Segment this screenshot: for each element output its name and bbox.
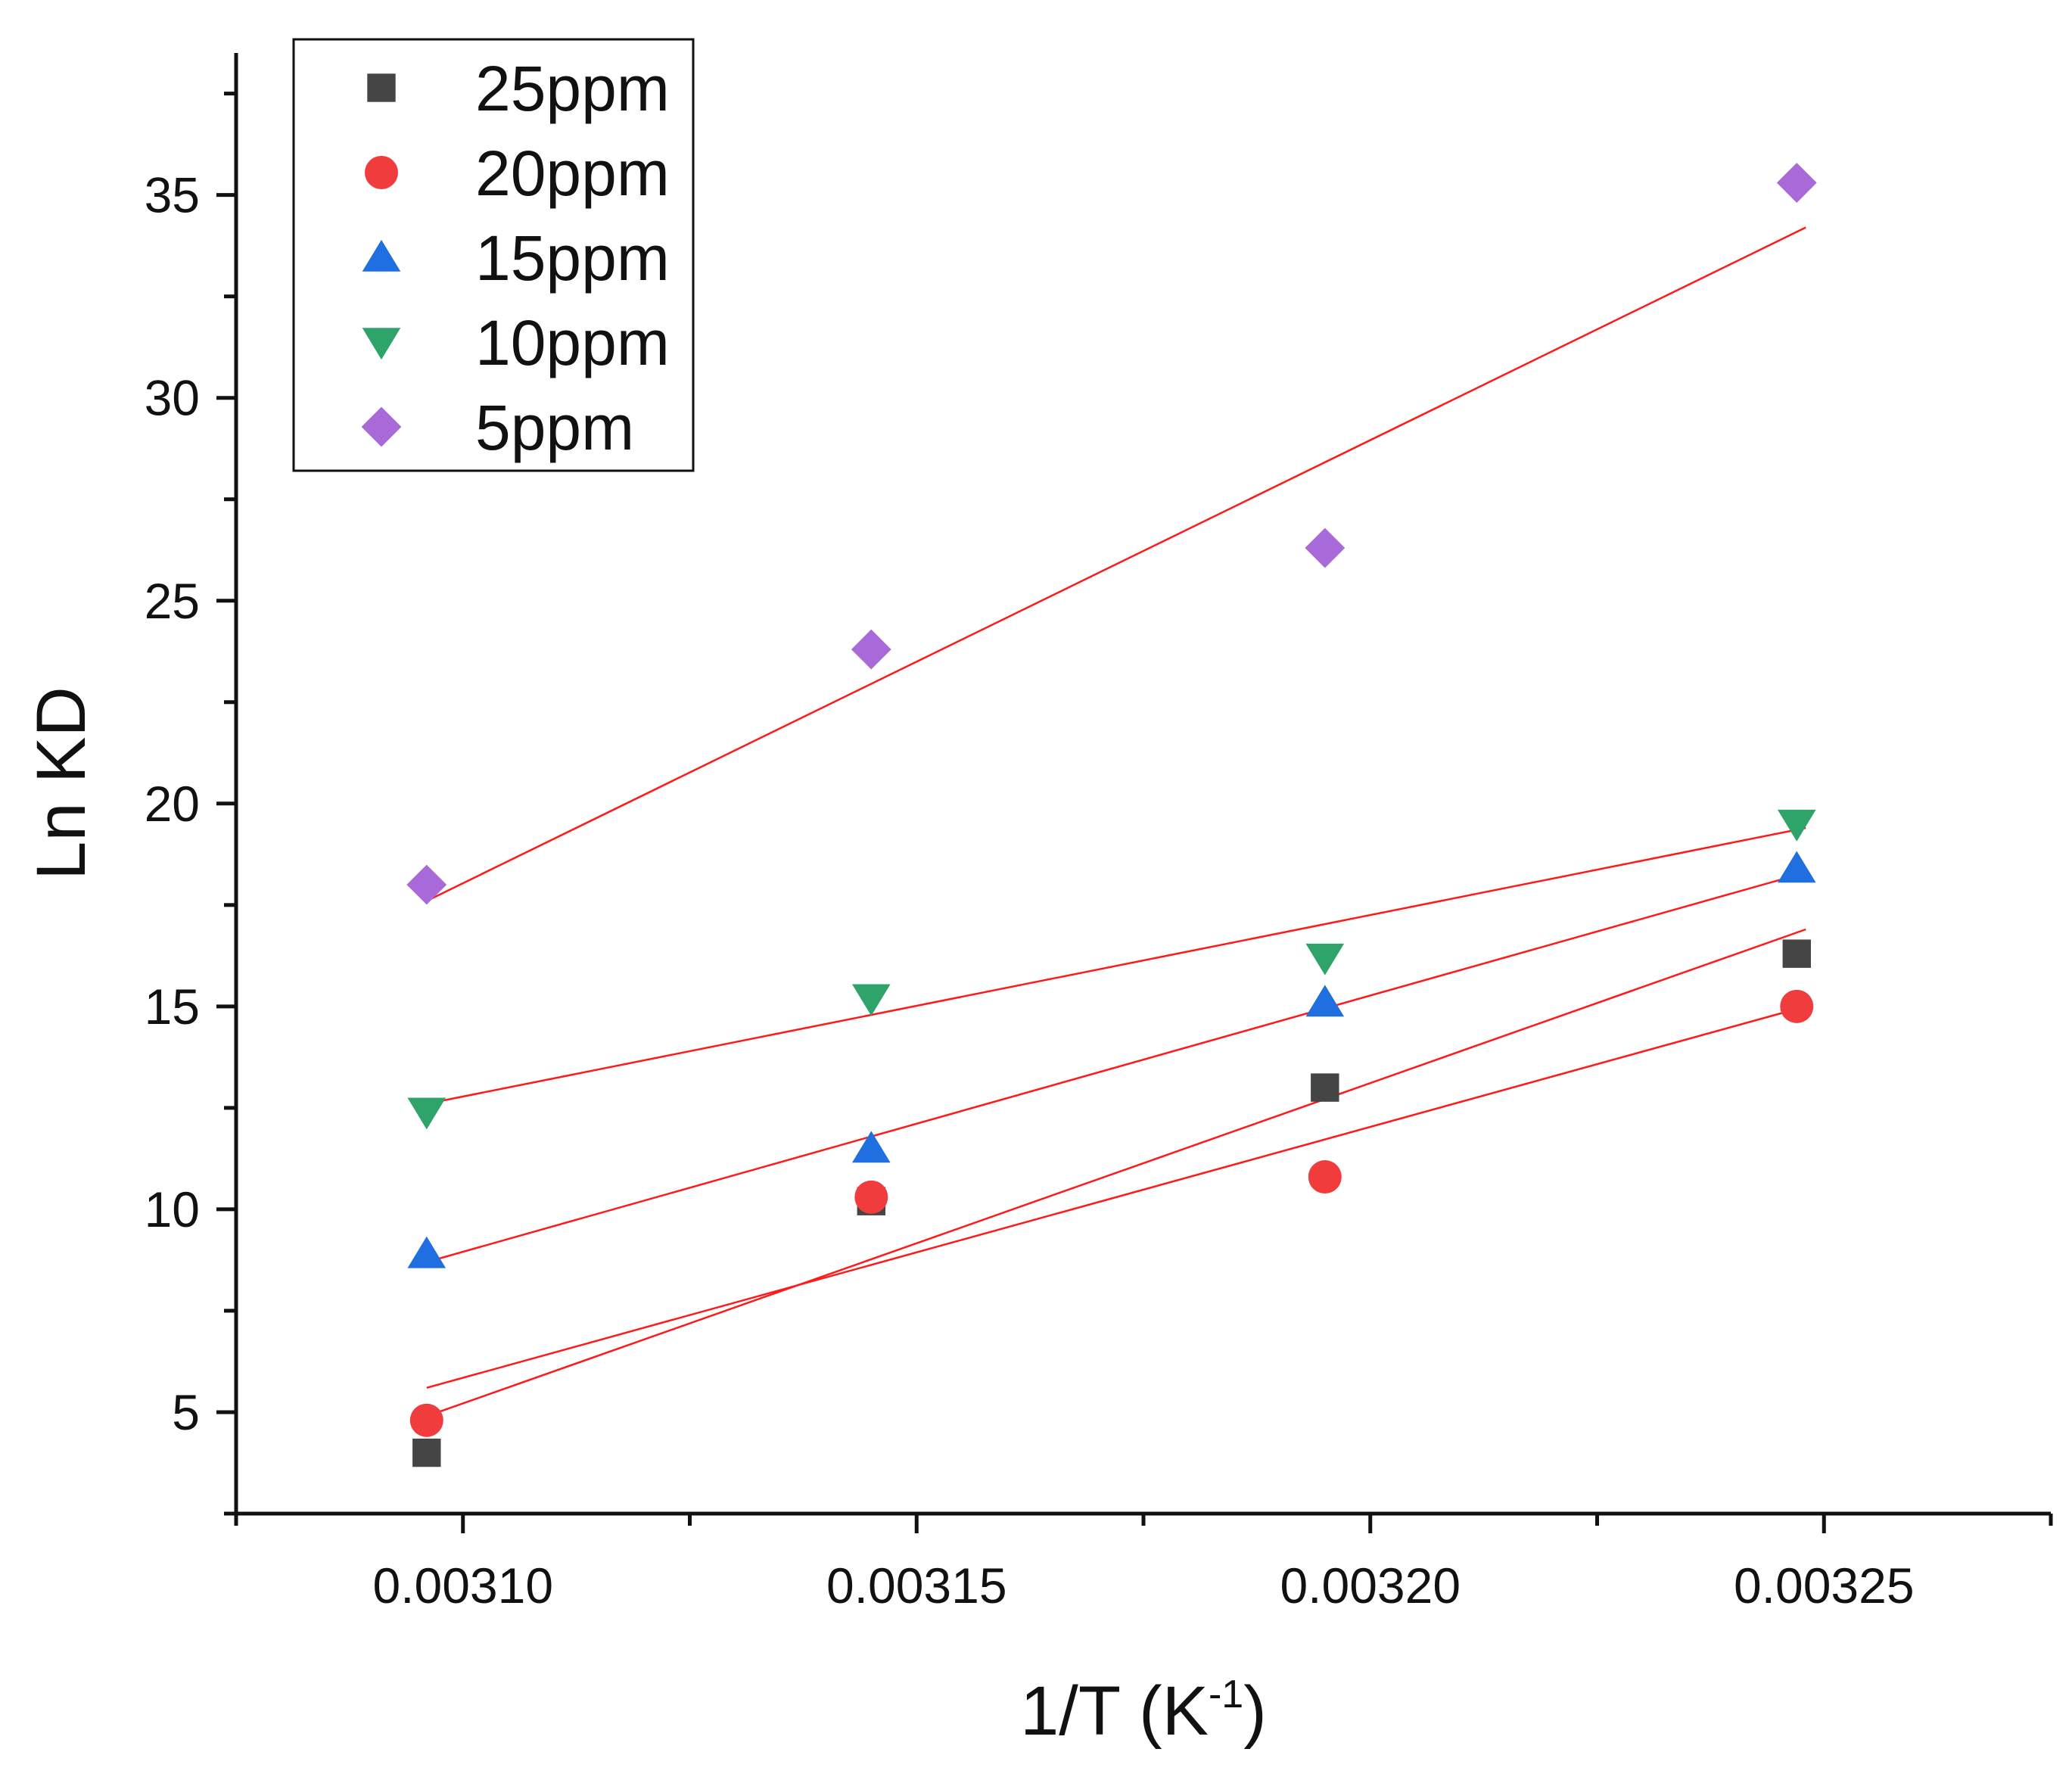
y-tick-label: 30 bbox=[145, 370, 200, 426]
y-tick-label: 10 bbox=[145, 1181, 200, 1237]
y-tick-label: 25 bbox=[145, 573, 200, 629]
x-tick-label: 0.00310 bbox=[372, 1558, 553, 1614]
legend-marker-15ppm bbox=[362, 239, 401, 272]
legend-label-10ppm: 10ppm bbox=[475, 307, 670, 378]
fit-line-25ppm bbox=[426, 928, 1806, 1417]
fit-line-20ppm bbox=[426, 1005, 1806, 1389]
y-tick-label: 20 bbox=[145, 776, 200, 832]
point-5ppm bbox=[406, 864, 447, 905]
point-15ppm bbox=[1777, 851, 1816, 883]
x-axis-title-suffix: ) bbox=[1243, 1673, 1267, 1750]
y-tick-label: 5 bbox=[172, 1384, 200, 1440]
point-10ppm bbox=[852, 984, 891, 1016]
legend-label-5ppm: 5ppm bbox=[475, 392, 634, 463]
fit-line-5ppm bbox=[426, 226, 1806, 902]
legend-marker-10ppm bbox=[362, 328, 401, 360]
point-15ppm bbox=[1305, 985, 1345, 1017]
point-5ppm bbox=[1305, 527, 1346, 568]
x-tick-label: 0.00320 bbox=[1280, 1558, 1461, 1614]
y-axis-title: Ln KD bbox=[23, 686, 100, 880]
point-25ppm bbox=[1782, 939, 1811, 968]
y-tick-label: 35 bbox=[145, 167, 200, 223]
point-15ppm bbox=[407, 1236, 446, 1268]
legend-label-20ppm: 20ppm bbox=[475, 138, 670, 209]
fit-line-10ppm bbox=[426, 826, 1806, 1105]
legend-marker-20ppm bbox=[365, 156, 398, 189]
legend: 25ppm 20ppm 15ppm 10ppm 5ppm bbox=[292, 38, 695, 472]
point-5ppm bbox=[1776, 163, 1817, 203]
legend-label-25ppm: 25ppm bbox=[475, 53, 670, 124]
point-20ppm bbox=[409, 1403, 443, 1437]
y-tick-label: 15 bbox=[145, 979, 200, 1035]
x-axis-title: 1/T (K-1) bbox=[1020, 1673, 1267, 1750]
point-20ppm bbox=[1308, 1160, 1342, 1194]
x-tick-label: 0.00325 bbox=[1734, 1558, 1915, 1614]
legend-label-15ppm: 15ppm bbox=[475, 222, 670, 294]
fit-line-15ppm bbox=[426, 871, 1806, 1263]
point-10ppm bbox=[1777, 809, 1816, 842]
x-axis-title-superscript: -1 bbox=[1209, 1673, 1243, 1716]
point-20ppm bbox=[854, 1180, 888, 1214]
point-15ppm bbox=[852, 1131, 891, 1163]
axes: 5 10 15 20 25 30 35 0.00310 0.00315 0.00320 0.0032… bbox=[23, 53, 2053, 1750]
point-25ppm bbox=[1311, 1073, 1339, 1102]
point-10ppm bbox=[1305, 943, 1345, 976]
data-markers bbox=[406, 163, 1817, 1467]
fit-lines bbox=[426, 226, 1806, 1417]
legend-marker-5ppm bbox=[361, 406, 402, 447]
x-tick-label: 0.00315 bbox=[826, 1558, 1007, 1614]
legend-box bbox=[292, 38, 695, 472]
point-25ppm bbox=[412, 1438, 441, 1467]
point-10ppm bbox=[407, 1097, 446, 1130]
legend-marker-25ppm bbox=[367, 73, 396, 102]
point-20ppm bbox=[1780, 989, 1814, 1023]
x-axis-title-text: 1/T (K bbox=[1020, 1673, 1209, 1750]
point-5ppm bbox=[851, 629, 891, 670]
